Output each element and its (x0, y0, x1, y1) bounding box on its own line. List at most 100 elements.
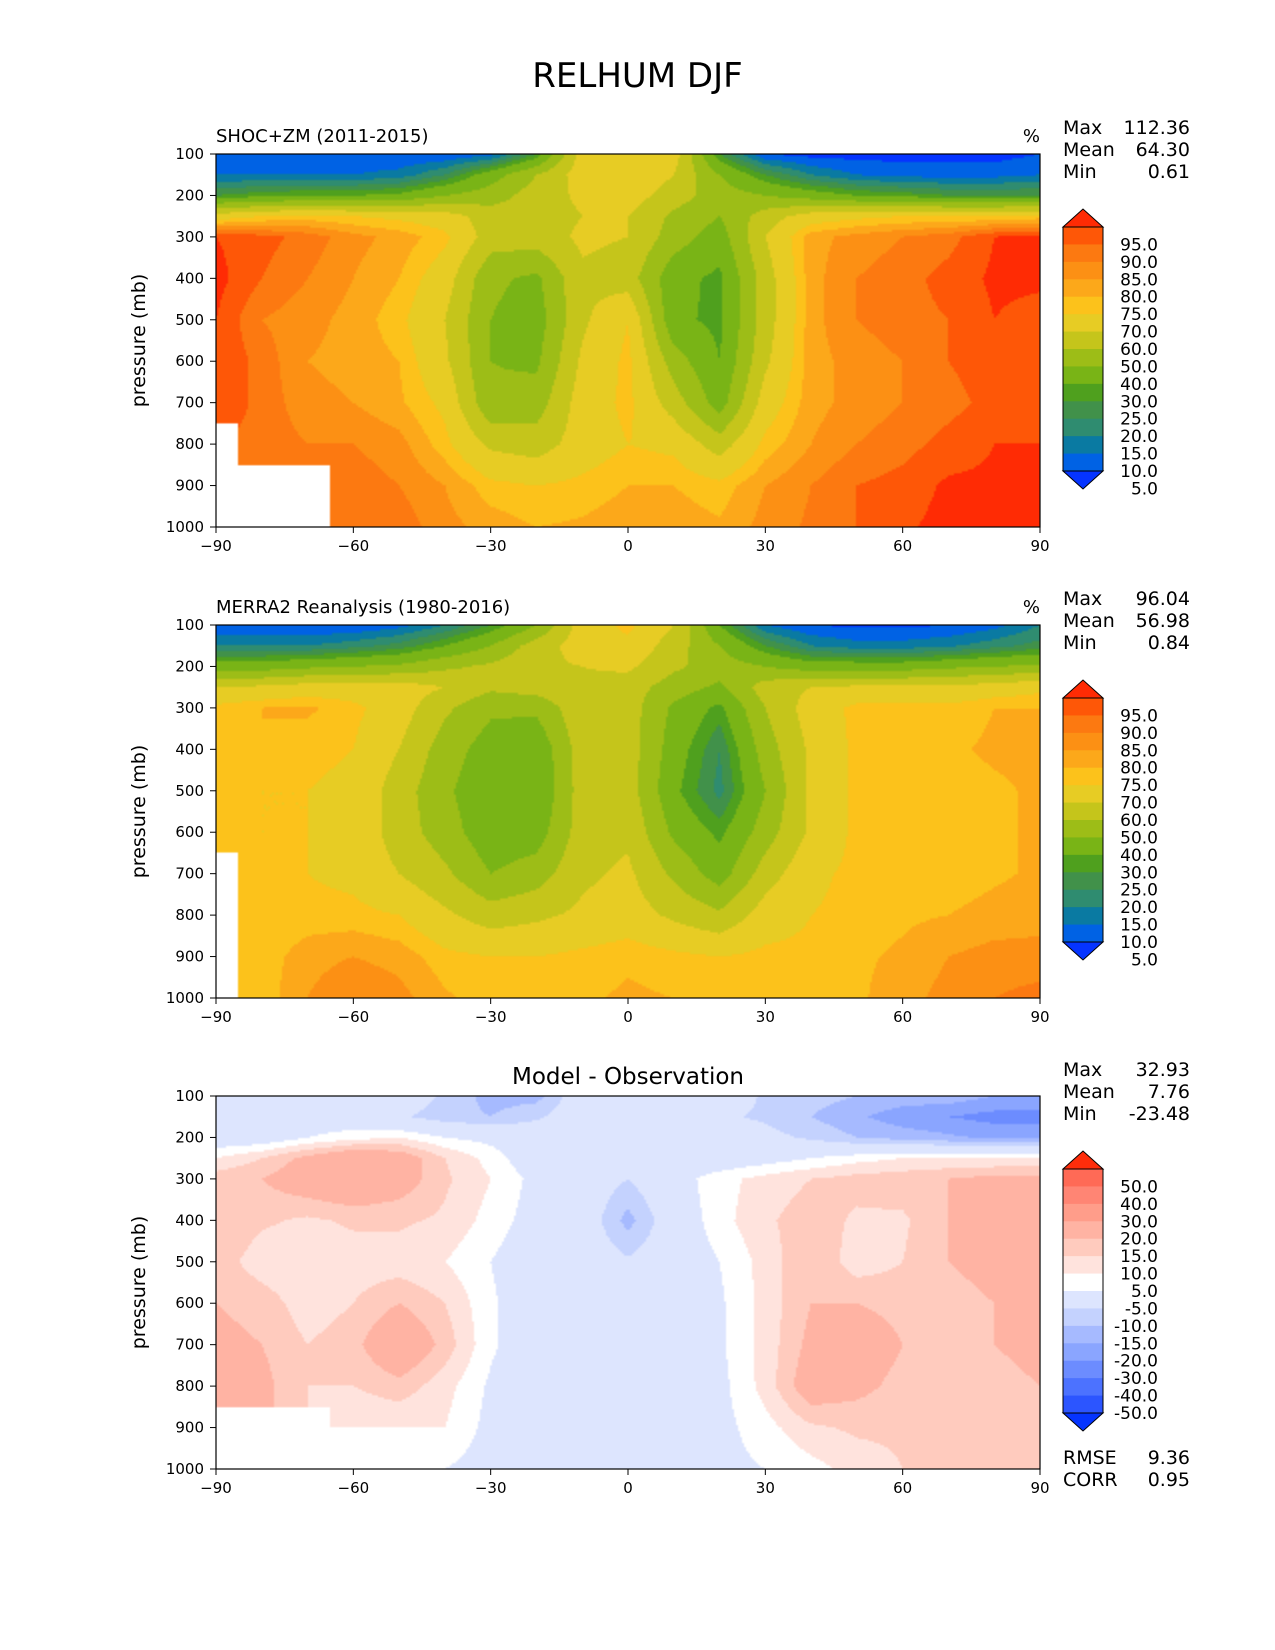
colorbar-swatch (1063, 767, 1103, 786)
colorbar-extend-max (1061, 679, 1105, 699)
y-tick-label: 800 (175, 1377, 204, 1395)
colorbar-swatch (1063, 366, 1103, 385)
x-tick-label: 30 (756, 537, 775, 555)
colorbar-swatch (1063, 732, 1103, 751)
stat-label: Mean (1063, 1081, 1115, 1103)
colorbar-label: 70.0 (1120, 794, 1158, 814)
colorbar-label: 80.0 (1120, 759, 1158, 779)
stat-value: 0.61 (1148, 161, 1190, 183)
stat-value: 64.30 (1136, 139, 1190, 161)
colorbar-swatch (1063, 244, 1103, 263)
colorbar-label: 75.0 (1120, 305, 1158, 325)
colorbar-label: 50.0 (1120, 828, 1158, 848)
colorbar-label: 25.0 (1120, 410, 1158, 430)
colorbar-label: 30.0 (1120, 1212, 1158, 1232)
colorbar-label: 85.0 (1120, 270, 1158, 290)
stat-label: Mean (1063, 610, 1115, 632)
colorbar-label: 30.0 (1120, 392, 1158, 412)
colorbar-frame (1062, 226, 1104, 472)
y-tick-label: 900 (175, 948, 204, 966)
stat-value: 96.04 (1136, 588, 1190, 610)
y-tick-label: 700 (175, 865, 204, 883)
colorbar-label: 20.0 (1120, 427, 1158, 447)
colorbar-swatch (1063, 331, 1103, 350)
colorbar-swatch (1063, 1238, 1103, 1257)
y-tick-label: 500 (175, 311, 204, 329)
colorbar-label: 40.0 (1120, 1195, 1158, 1215)
colorbar-swatch (1063, 1325, 1103, 1344)
colorbar-frame (1062, 1168, 1104, 1414)
colorbar-swatch (1063, 854, 1103, 873)
stat-label: Max (1063, 588, 1102, 610)
stat-label: Max (1063, 117, 1102, 139)
stat-label: Mean (1063, 139, 1115, 161)
contour-field-obs (216, 625, 1040, 998)
colorbar-label: 20.0 (1120, 898, 1158, 918)
y-tick-label: 1000 (166, 1460, 204, 1478)
y-tick-label: 100 (175, 145, 204, 163)
y-tick-label: 300 (175, 228, 204, 246)
colorbar-swatch (1063, 261, 1103, 280)
stat-label: Min (1063, 632, 1097, 654)
colorbar-extend-min (1061, 1412, 1105, 1432)
colorbar-swatch (1063, 279, 1103, 298)
x-tick-label: −30 (475, 1008, 507, 1026)
colorbar-label: 50.0 (1120, 1177, 1158, 1197)
panel-title: SHOC+ZM (2011-2015) (216, 126, 429, 147)
y-tick-label: 400 (175, 269, 204, 287)
y-tick-label: 700 (175, 394, 204, 412)
y-tick-label: 400 (175, 1211, 204, 1229)
metric-label: RMSE (1063, 1447, 1117, 1469)
colorbar-label: 10.0 (1120, 1265, 1158, 1285)
colorbar: 50.040.030.020.015.010.05.0-5.0-10.0-15.… (1061, 1150, 1158, 1432)
stat-value: -23.48 (1129, 1103, 1190, 1125)
colorbar-label: 5.0 (1131, 1282, 1158, 1302)
y-tick-label: 700 (175, 1336, 204, 1354)
stat-label: Min (1063, 1103, 1097, 1125)
colorbar-label: 5.0 (1131, 479, 1158, 499)
x-tick-label: 60 (893, 1008, 912, 1026)
y-axis-label: pressure (mb) (128, 745, 150, 879)
colorbar-label: 90.0 (1120, 253, 1158, 273)
colorbar-label: -5.0 (1125, 1299, 1158, 1319)
colorbar-label: 10.0 (1120, 462, 1158, 482)
x-tick-label: 0 (623, 1008, 633, 1026)
y-tick-label: 400 (175, 740, 204, 758)
colorbar-label: 75.0 (1120, 776, 1158, 796)
colorbar-swatch (1063, 698, 1103, 716)
colorbar-swatch (1063, 907, 1103, 926)
y-axis-label: pressure (mb) (128, 1216, 150, 1350)
y-tick-label: 100 (175, 1087, 204, 1105)
colorbar-swatch (1063, 1203, 1103, 1222)
colorbar-swatch (1063, 1308, 1103, 1327)
x-tick-label: 0 (623, 1479, 633, 1497)
colorbar: 95.090.085.080.075.070.060.050.040.030.0… (1061, 208, 1158, 499)
metric-value: 9.36 (1148, 1447, 1190, 1469)
y-tick-label: 300 (175, 1170, 204, 1188)
x-tick-label: −60 (338, 1008, 370, 1026)
colorbar-extend-min (1061, 470, 1105, 490)
colorbar-swatch (1063, 820, 1103, 838)
y-tick-label: 800 (175, 435, 204, 453)
x-tick-label: 30 (756, 1008, 775, 1026)
y-tick-label: 900 (175, 1419, 204, 1437)
colorbar-swatch (1063, 837, 1103, 856)
x-tick-label: 90 (1030, 1479, 1049, 1497)
stat-value: 32.93 (1136, 1059, 1190, 1081)
colorbar-label: 15.0 (1120, 1247, 1158, 1267)
colorbar-label: 40.0 (1120, 375, 1158, 395)
y-tick-label: 800 (175, 906, 204, 924)
y-tick-label: 600 (175, 823, 204, 841)
panel-title: Model - Observation (512, 1064, 744, 1090)
colorbar-label: 95.0 (1120, 235, 1158, 255)
colorbar-label: -30.0 (1114, 1369, 1158, 1389)
x-tick-label: −30 (475, 1479, 507, 1497)
colorbar-label: 15.0 (1120, 445, 1158, 465)
colorbar-swatch (1063, 383, 1103, 402)
colorbar-label: -15.0 (1114, 1334, 1158, 1354)
stat-label: Max (1063, 1059, 1102, 1081)
panel-title: MERRA2 Reanalysis (1980-2016) (216, 597, 510, 618)
